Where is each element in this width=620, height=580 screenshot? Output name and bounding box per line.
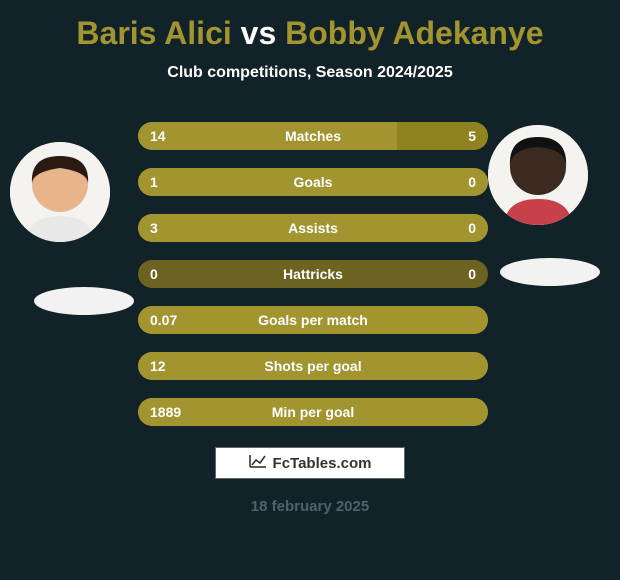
- stat-value-right: 0: [468, 220, 476, 236]
- stat-label: Goals per match: [138, 312, 488, 328]
- stat-row: 12Shots per goal: [138, 352, 488, 380]
- stat-row: 14Matches5: [138, 122, 488, 150]
- stat-row: 0.07Goals per match: [138, 306, 488, 334]
- avatar-placeholder-icon: [10, 142, 110, 242]
- chart-icon: [249, 454, 267, 472]
- title-player2: Bobby Adekanye: [285, 15, 543, 51]
- stat-label: Hattricks: [138, 266, 488, 282]
- player1-avatar: [10, 142, 110, 242]
- stat-row: 0Hattricks0: [138, 260, 488, 288]
- player2-avatar: [488, 125, 588, 225]
- stat-row: 1889Min per goal: [138, 398, 488, 426]
- watermark-text: FcTables.com: [273, 455, 372, 472]
- container: Baris Alici vs Bobby Adekanye Club compe…: [0, 0, 620, 580]
- subtitle: Club competitions, Season 2024/2025: [0, 64, 620, 82]
- page-title: Baris Alici vs Bobby Adekanye: [0, 15, 620, 52]
- watermark: FcTables.com: [215, 447, 405, 479]
- stat-value-right: 0: [468, 266, 476, 282]
- stat-row: 1Goals0: [138, 168, 488, 196]
- stat-value-right: 5: [468, 128, 476, 144]
- avatar-placeholder-icon: [488, 125, 588, 225]
- stat-label: Matches: [138, 128, 488, 144]
- stat-label: Goals: [138, 174, 488, 190]
- stat-value-right: 0: [468, 174, 476, 190]
- stat-label: Min per goal: [138, 404, 488, 420]
- date: 18 february 2025: [0, 498, 620, 515]
- title-player1: Baris Alici: [76, 15, 231, 51]
- stat-row: 3Assists0: [138, 214, 488, 242]
- stats-list: 14Matches51Goals03Assists00Hattricks00.0…: [138, 122, 488, 426]
- stat-label: Shots per goal: [138, 358, 488, 374]
- stat-label: Assists: [138, 220, 488, 236]
- player2-team-badge: [500, 258, 600, 286]
- title-vs: vs: [241, 15, 277, 51]
- player1-team-badge: [34, 287, 134, 315]
